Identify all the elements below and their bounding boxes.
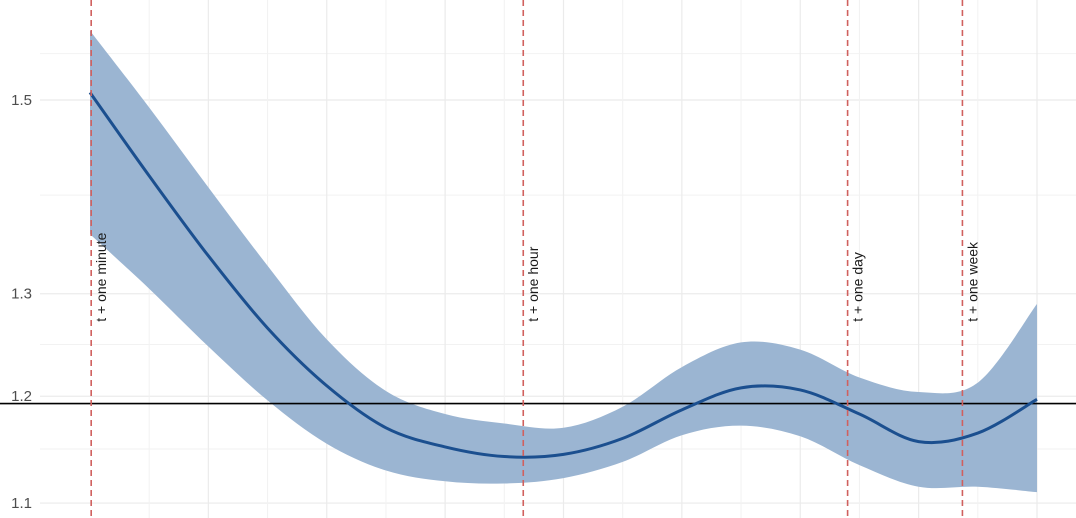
confidence-band-group — [90, 30, 1037, 493]
y-tick-label: 1.2 — [11, 388, 32, 405]
event-line-group: t + one minute t + one hour t + one day t +… — [90, 0, 980, 518]
event-label: t + one week — [964, 241, 980, 322]
event-label: t + one hour — [525, 246, 541, 321]
y-tick-label: 1.5 — [11, 92, 32, 109]
series-line-group — [88, 91, 1038, 459]
y-axis-ticks: 1.1 1.2 1.3 1.5 — [11, 92, 32, 512]
y-tick-label: 1.1 — [11, 495, 32, 512]
confidence-band — [90, 30, 1037, 493]
y-tick-label: 1.3 — [11, 286, 32, 303]
event-label: t + one day — [850, 252, 866, 322]
series-line — [88, 91, 1038, 459]
event-label: t + one minute — [93, 232, 109, 321]
